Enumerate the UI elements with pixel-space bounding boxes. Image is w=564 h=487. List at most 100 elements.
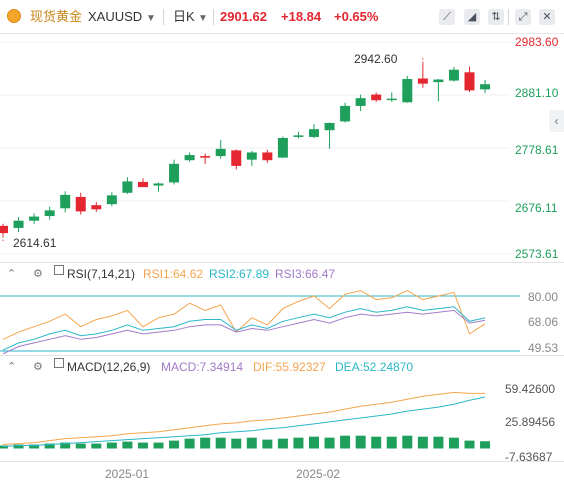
timeframe-dropdown-icon[interactable]: ▼ — [198, 13, 208, 24]
macd-bar — [324, 437, 335, 449]
rsi-chart[interactable] — [0, 283, 564, 355]
price-axis-label: 2983.60 — [515, 35, 559, 49]
close-icon[interactable]: ✕ — [539, 9, 555, 25]
macd-header: ⌃ ⚙ MACD(12,26,9) MACD:7.34914 DIF:55.92… — [0, 358, 564, 376]
candle-body — [480, 84, 491, 90]
symbol-dropdown-icon[interactable]: ▼ — [146, 13, 156, 24]
macd-bar — [277, 438, 288, 449]
rsi-title: RSI(7,14,21) — [67, 267, 136, 281]
candle-body — [309, 129, 319, 137]
candle-body — [293, 135, 304, 137]
timeframe-label[interactable]: 日K — [173, 9, 195, 24]
macd-bar — [231, 438, 242, 449]
rsi-axis-label: 49.53 — [528, 341, 559, 355]
macd-value: MACD:7.34914 — [161, 360, 244, 374]
rsi1-line — [2, 290, 486, 340]
candle-body — [91, 205, 102, 210]
macd-bar — [433, 436, 444, 449]
candle-body — [355, 98, 366, 106]
candle-body — [137, 181, 148, 188]
candle-body — [324, 122, 335, 131]
symbol-name[interactable]: 现货黄金 — [30, 9, 83, 24]
rsi3-value: RSI3:66.47 — [275, 267, 336, 281]
low-price-label: 2614.61 — [13, 236, 57, 250]
macd-bar — [262, 439, 273, 449]
rsi-axis-label: 80.00 — [528, 290, 559, 304]
candle-body — [371, 94, 382, 101]
pane-divider — [0, 262, 564, 263]
candle-body — [262, 152, 273, 161]
macd-bar — [200, 437, 211, 449]
toolbar-divider — [163, 9, 164, 25]
macd-bar — [60, 442, 71, 449]
macd-bar — [309, 436, 319, 449]
indicator-icon[interactable]: ◢ — [464, 9, 480, 25]
macd-axis-label: -7.63687 — [505, 450, 553, 464]
candle-body — [277, 137, 288, 158]
macd-axis-label: 59.42600 — [505, 382, 556, 396]
settings-icon[interactable]: ⚙ — [33, 361, 43, 373]
chevron-left-icon[interactable]: ‹ — [549, 110, 564, 132]
candle-body — [417, 78, 428, 84]
candle-body — [448, 69, 459, 81]
macd-bar — [215, 437, 226, 449]
macd-bar — [246, 437, 257, 449]
price-axis-label: 2676.11 — [515, 201, 558, 215]
macd-bar — [184, 438, 195, 449]
candle-body — [60, 194, 71, 209]
rsi2-line — [2, 306, 486, 351]
candle-body — [169, 163, 180, 183]
macd-title: MACD(12,26,9) — [67, 360, 151, 374]
price-axis-label: 2573.61 — [515, 247, 559, 261]
dif-line — [2, 391, 486, 445]
collapse-icon[interactable]: ⌃ — [7, 268, 17, 280]
draw-tool-icon[interactable]: ⟋ — [439, 9, 455, 25]
macd-chart[interactable] — [0, 376, 564, 460]
macd-bar — [153, 442, 164, 449]
high-price-label: 2942.60 — [354, 52, 398, 66]
candle-body — [433, 79, 444, 83]
gold-logo-icon — [7, 9, 21, 23]
macd-bar — [402, 435, 413, 449]
macd-bar — [371, 436, 382, 449]
price-axis-label: 2881.10 — [515, 86, 559, 100]
candle-body — [215, 148, 226, 157]
fullscreen-icon[interactable]: ⤢ — [515, 9, 531, 25]
dif-value: DIF:55.92327 — [253, 360, 326, 374]
candle-body — [200, 156, 211, 158]
candle-body — [386, 98, 397, 101]
indicator-box-icon[interactable] — [54, 265, 64, 275]
price-change: +18.84 — [281, 9, 322, 24]
dea-line — [2, 396, 486, 447]
candle-body — [13, 220, 24, 228]
pane-divider — [0, 355, 564, 356]
macd-bar — [340, 435, 351, 449]
candle-body — [29, 216, 40, 221]
macd-bar — [355, 435, 366, 449]
macd-bar — [75, 443, 86, 449]
candlestick-chart[interactable] — [0, 34, 564, 262]
time-axis-border — [0, 461, 564, 462]
collapse-icon[interactable]: ⌃ — [7, 361, 17, 373]
macd-bar — [106, 442, 117, 449]
candle-body — [464, 72, 475, 91]
rsi-axis-label: 68.06 — [528, 315, 559, 329]
settings-icon[interactable]: ⚙ — [33, 268, 43, 280]
dea-value: DEA:52.24870 — [335, 360, 414, 374]
macd-bar — [137, 442, 148, 449]
rsi3-line — [2, 309, 486, 355]
macd-bar — [448, 437, 459, 449]
macd-bar — [44, 443, 55, 449]
candle-body — [153, 183, 164, 186]
macd-bar — [293, 437, 304, 449]
candle-body — [184, 155, 195, 161]
indicator-box-icon[interactable] — [54, 358, 64, 368]
compare-icon[interactable]: ⇅ — [488, 9, 504, 25]
macd-bar — [91, 443, 102, 449]
candle-body — [44, 210, 55, 217]
last-price: 2901.62 — [220, 9, 267, 24]
price-axis-label: 2778.61 — [515, 143, 559, 157]
macd-bar — [464, 440, 475, 449]
candle-body — [75, 196, 86, 212]
symbol-code[interactable]: XAUUSD — [88, 9, 143, 24]
